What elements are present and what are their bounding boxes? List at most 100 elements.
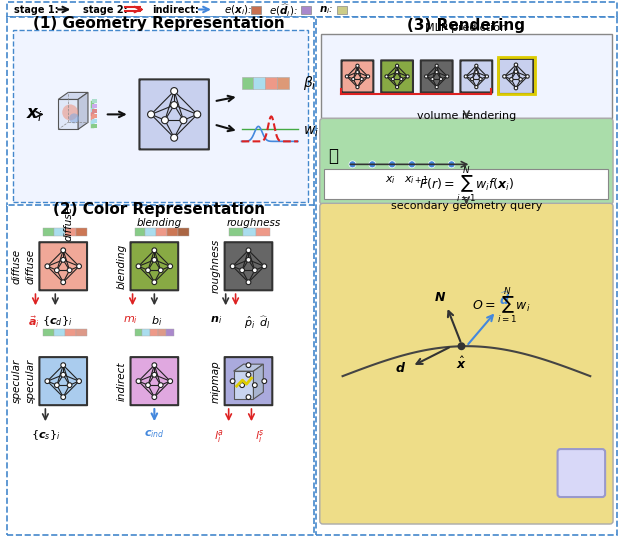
Circle shape [54,268,59,273]
Circle shape [69,114,79,123]
FancyBboxPatch shape [567,458,596,488]
Circle shape [146,268,150,273]
Text: stage 1:: stage 1: [14,5,58,16]
Circle shape [448,161,455,168]
Circle shape [396,85,399,88]
FancyBboxPatch shape [381,61,413,93]
Polygon shape [253,364,263,399]
Circle shape [576,474,579,477]
Circle shape [136,379,141,384]
Circle shape [171,87,177,94]
Circle shape [352,78,355,81]
Text: $x_i$: $x_i$ [384,174,396,186]
FancyBboxPatch shape [320,118,613,204]
Bar [252,6,261,14]
Circle shape [435,85,438,88]
Circle shape [67,383,72,388]
Circle shape [152,257,157,262]
Circle shape [485,75,488,78]
Bar [253,77,265,90]
Text: mipmap: mipmap [211,360,221,403]
Circle shape [580,461,583,465]
Circle shape [428,161,435,168]
Bar [92,105,97,108]
Circle shape [152,363,157,368]
Circle shape [396,71,399,74]
Text: specular: specular [12,359,22,403]
FancyBboxPatch shape [342,61,373,93]
Circle shape [146,383,150,388]
FancyBboxPatch shape [7,18,314,207]
Text: (1) Geometry Representation: (1) Geometry Representation [33,16,285,31]
Text: volume rendering: volume rendering [417,111,516,121]
Circle shape [470,78,473,81]
Text: indirect:: indirect: [153,5,199,16]
Circle shape [464,75,467,78]
Text: (2) Color Representation: (2) Color Representation [53,202,265,217]
Circle shape [252,268,257,273]
Circle shape [171,102,177,109]
Circle shape [61,373,66,377]
Text: (3) Rendering: (3) Rendering [407,18,525,33]
Bar [92,99,97,103]
Circle shape [54,383,59,388]
Text: diffuse: diffuse [12,249,22,284]
Circle shape [61,363,66,368]
Bar [178,228,189,236]
Text: $x_{i+1}$: $x_{i+1}$ [404,174,430,186]
Circle shape [580,481,583,485]
Circle shape [246,373,251,377]
Polygon shape [234,364,263,371]
Circle shape [158,268,163,273]
Bar [158,329,166,336]
Bar [242,228,256,236]
Bar [167,228,178,236]
Circle shape [431,78,434,81]
Circle shape [369,161,376,168]
Text: diffuse: diffuse [25,249,35,284]
Text: roughness: roughness [226,218,281,228]
Bar [54,329,65,336]
Circle shape [366,75,370,78]
Text: blending: blending [117,244,127,289]
Circle shape [526,75,529,78]
Circle shape [158,383,163,388]
Bar [265,77,277,90]
FancyBboxPatch shape [324,169,608,199]
Circle shape [584,474,587,477]
Text: secondary geometry query: secondary geometry query [391,202,542,211]
Circle shape [439,78,442,81]
Text: $\vec{\boldsymbol{a}}_i$: $\vec{\boldsymbol{a}}_i$ [28,314,40,330]
Circle shape [435,64,438,68]
Circle shape [519,78,522,81]
FancyBboxPatch shape [13,31,308,202]
Circle shape [446,75,449,78]
Bar [92,124,97,129]
Circle shape [457,343,465,350]
Circle shape [246,257,251,262]
Circle shape [171,134,177,141]
Circle shape [389,161,396,168]
Text: $e(\widehat{\boldsymbol{d}}_i)$:: $e(\widehat{\boldsymbol{d}}_i)$: [269,2,298,19]
Text: $O=\sum_{i=1}^{N}w_i$: $O=\sum_{i=1}^{N}w_i$ [472,286,530,326]
Bar [43,329,54,336]
Circle shape [180,117,187,124]
FancyBboxPatch shape [225,357,273,405]
Polygon shape [58,99,78,129]
Text: $\boldsymbol{n}_i$: $\boldsymbol{n}_i$ [210,314,222,326]
Bar [337,6,347,14]
FancyBboxPatch shape [140,79,209,150]
Bar [65,329,76,336]
Circle shape [345,75,349,78]
Circle shape [590,472,593,474]
Circle shape [152,373,157,377]
Text: $\boldsymbol{n}_i$:: $\boldsymbol{n}_i$: [319,5,333,17]
Text: indirect: indirect [117,361,127,401]
Circle shape [356,71,359,74]
Bar [54,228,65,236]
Circle shape [262,379,267,384]
Text: $\boldsymbol{N}$: $\boldsymbol{N}$ [434,291,446,304]
Circle shape [514,86,518,90]
Bar [65,228,76,236]
Circle shape [61,394,66,399]
